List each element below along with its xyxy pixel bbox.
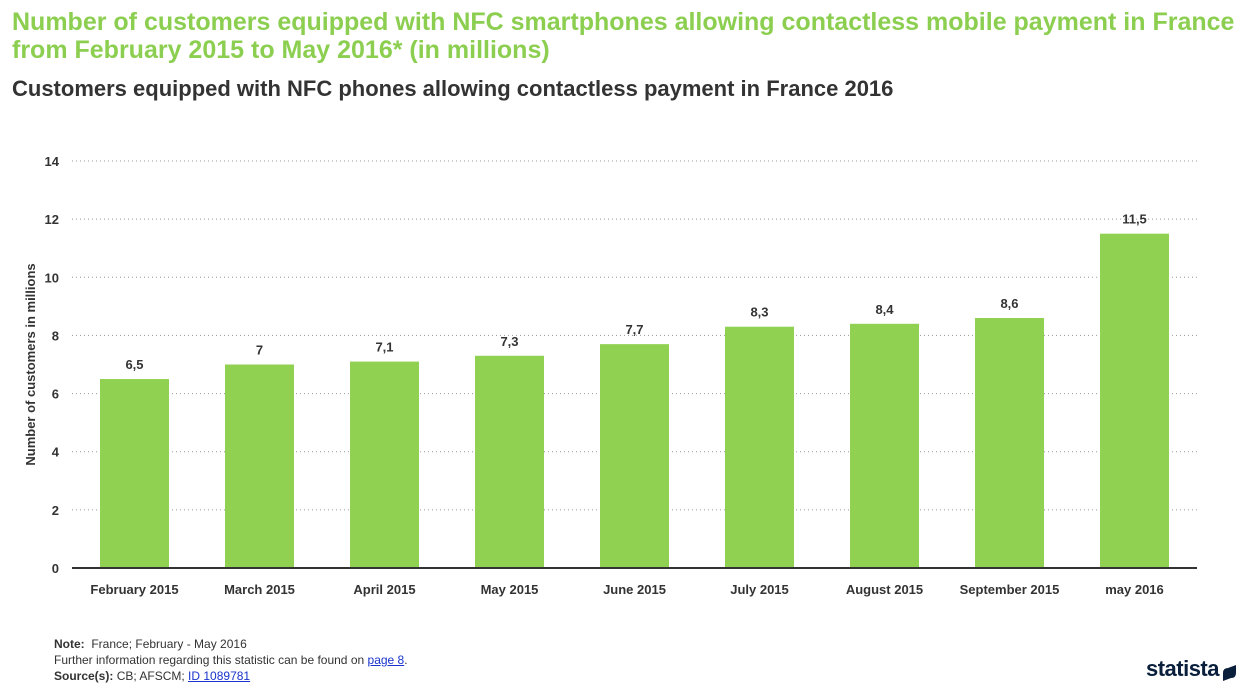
bar	[850, 323, 919, 568]
x-tick-label: July 2015	[730, 582, 789, 597]
data-label: 7,1	[375, 340, 393, 355]
x-tick-label: March 2015	[224, 582, 295, 597]
statista-logo[interactable]: statista	[1146, 656, 1238, 682]
bar	[475, 355, 544, 568]
bar	[600, 344, 669, 568]
page-link[interactable]: page 8	[367, 653, 405, 667]
y-tick-label: 0	[52, 561, 59, 576]
bar-chart: 0 2 4 6 8 10 12 14 Number of customers in millio…	[23, 154, 1197, 597]
footer: Note: France; February - May 2016 Furthe…	[54, 636, 408, 684]
y-tick-label: 8	[52, 328, 59, 343]
data-label: 6,5	[125, 357, 143, 372]
bar	[225, 364, 294, 568]
info-end: .	[404, 653, 408, 667]
y-tick-label: 2	[52, 503, 59, 518]
statista-logo-icon	[1223, 665, 1236, 681]
y-axis-title: Number of customers in millions	[23, 263, 38, 465]
source-id-link[interactable]: ID 1089781	[188, 669, 251, 683]
y-tick-label: 10	[45, 270, 59, 285]
data-label: 8,3	[750, 305, 768, 320]
bar	[350, 361, 419, 568]
y-tick-label: 4	[52, 445, 60, 460]
data-label: 7	[256, 343, 263, 358]
data-label: 7,7	[625, 322, 643, 337]
bar	[100, 379, 169, 568]
y-tick-label: 6	[52, 387, 59, 402]
info-text: Further information regarding this stati…	[54, 653, 365, 667]
x-tick-label: may 2016	[1105, 582, 1164, 597]
chart-title: Number of customers equipped with NFC sm…	[12, 8, 1235, 64]
source-line: Source(s): CB; AFSCM; ID 1089781	[54, 668, 408, 684]
note-text: France; February - May 2016	[91, 637, 247, 651]
y-tick-label: 12	[45, 212, 59, 227]
bar	[975, 317, 1044, 568]
bar	[725, 326, 794, 568]
data-label: 8,6	[1000, 296, 1018, 311]
x-tick-label: August 2015	[846, 582, 923, 597]
bar	[1100, 233, 1169, 568]
data-label: 8,4	[875, 302, 894, 317]
x-tick-label: February 2015	[90, 582, 178, 597]
note-line: Note: France; February - May 2016	[54, 636, 408, 652]
info-line: Further information regarding this stati…	[54, 652, 408, 668]
x-tick-label: June 2015	[603, 582, 666, 597]
logo-text: statista	[1145, 656, 1220, 681]
source-text: CB; AFSCM;	[116, 669, 185, 683]
x-tick-label: May 2015	[481, 582, 539, 597]
note-label: Note:	[54, 637, 85, 651]
data-label: 7,3	[500, 334, 518, 349]
chart-subtitle: Customers equipped with NFC phones allow…	[12, 76, 894, 101]
x-tick-label: April 2015	[353, 582, 415, 597]
x-tick-label: September 2015	[960, 582, 1060, 597]
source-label: Source(s):	[54, 669, 114, 683]
data-label: 11,5	[1122, 212, 1147, 227]
y-tick-label: 14	[45, 154, 60, 169]
